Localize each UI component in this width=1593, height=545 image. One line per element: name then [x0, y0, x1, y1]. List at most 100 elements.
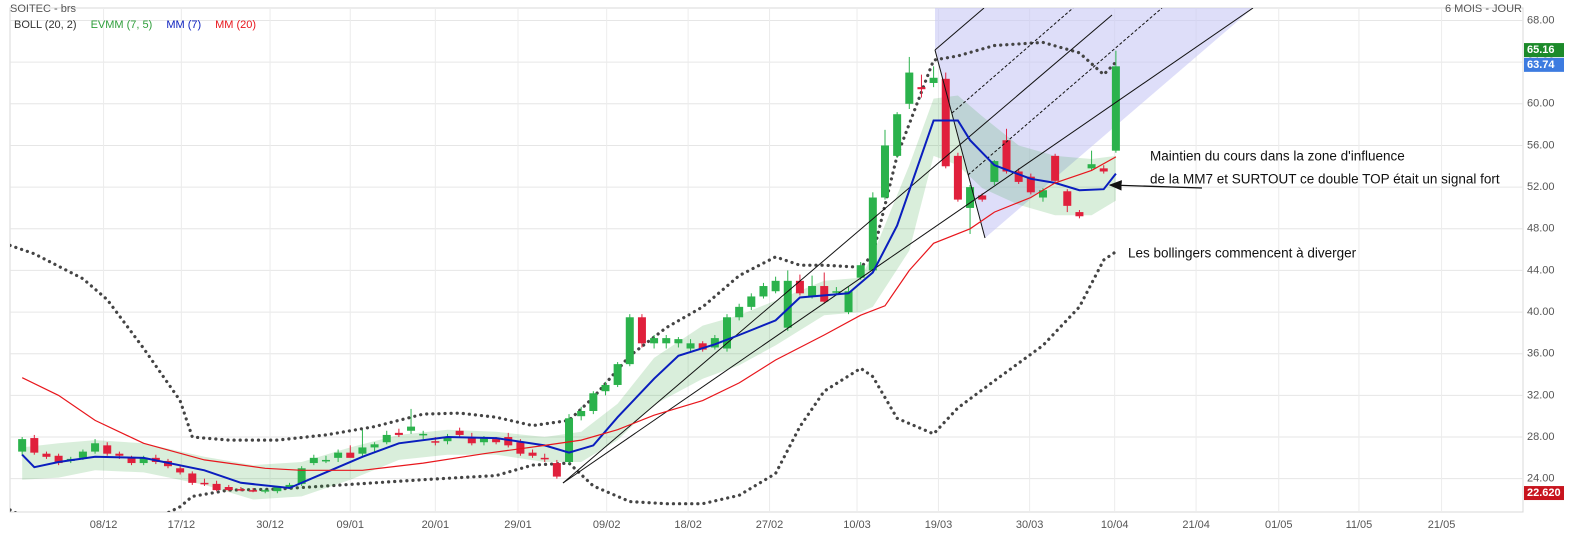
- candle-body: [382, 434, 391, 443]
- candle-body: [103, 445, 112, 454]
- candle-body: [601, 384, 610, 392]
- candle-body: [1051, 155, 1060, 181]
- candle-body: [795, 280, 804, 294]
- candle-body: [18, 439, 27, 452]
- pitchfork-tine: [934, 8, 985, 51]
- legend-entry: MM (7): [166, 19, 201, 31]
- candle-body: [492, 439, 501, 443]
- candle-body: [978, 195, 987, 200]
- x-tick-label: 10/03: [843, 519, 871, 531]
- moving-averages: [21, 119, 1117, 490]
- candle-body: [941, 78, 950, 167]
- candle-body: [455, 430, 464, 435]
- candle-body: [200, 482, 209, 485]
- chart-subtitle: 6 MOIS - JOUR: [1445, 3, 1522, 15]
- moving-average-line: [21, 119, 1117, 490]
- price-label: 63.74: [1527, 59, 1555, 71]
- candle-body: [467, 437, 476, 444]
- candle-body: [856, 265, 865, 278]
- price-label-box: [1524, 57, 1564, 72]
- y-tick-label: 44.00: [1527, 264, 1555, 276]
- candle-body: [637, 317, 646, 344]
- pitchfork-shade: [935, 8, 1253, 238]
- trend-line: [562, 8, 1254, 484]
- candle-body: [127, 457, 136, 464]
- candle-body: [820, 286, 829, 302]
- plot-area: [9, 7, 1524, 513]
- candle-body: [528, 452, 537, 456]
- candle-body: [236, 489, 245, 491]
- candle-body: [188, 473, 197, 483]
- grid: [10, 8, 1523, 512]
- candle-body: [1014, 171, 1023, 182]
- y-tick-label: 60.00: [1527, 98, 1555, 110]
- candle-body: [54, 455, 63, 464]
- x-tick-label: 19/03: [925, 519, 953, 531]
- candle-body: [771, 280, 780, 292]
- candle-body: [443, 437, 452, 442]
- pitchfork-tine: [951, 8, 1074, 114]
- candle-body: [1063, 191, 1072, 206]
- candle-body: [261, 490, 270, 492]
- y-tick-label: 36.00: [1527, 348, 1555, 360]
- candle-body: [565, 418, 574, 463]
- x-tick-label: 27/02: [756, 519, 784, 531]
- candle-body: [893, 114, 902, 156]
- candle-body: [759, 286, 768, 297]
- candle-body: [880, 145, 889, 198]
- candle-body: [723, 317, 732, 349]
- price-label: 65.16: [1527, 44, 1555, 56]
- candle-body: [394, 432, 403, 435]
- candle-body: [613, 364, 622, 385]
- candle-body: [407, 426, 416, 431]
- drawings: [562, 8, 1254, 484]
- candle-body: [1026, 176, 1035, 193]
- price-label-box: [1524, 486, 1564, 501]
- annotation-arrow: [1108, 180, 1203, 191]
- bollinger-upper: [10, 40, 1118, 442]
- candle-body: [346, 452, 355, 458]
- candle-body: [91, 443, 100, 452]
- y-tick-label: 56.00: [1527, 139, 1555, 151]
- candle-body: [589, 393, 598, 411]
- labels: SOITEC - brs 6 MOIS - JOUR Maintien du c…: [10, 3, 1564, 531]
- candle-body: [783, 280, 792, 328]
- x-tick-label: 10/04: [1101, 519, 1129, 531]
- candle-body: [1075, 212, 1084, 217]
- pitchfork-area: [935, 8, 1253, 238]
- candle-body: [808, 286, 817, 297]
- y-tick-label: 52.00: [1527, 181, 1555, 193]
- moving-average-line: [21, 156, 1117, 471]
- candle-body: [370, 444, 379, 448]
- y-tick-label: 28.00: [1527, 431, 1555, 443]
- candle-body: [929, 77, 938, 83]
- candle-body: [905, 72, 914, 104]
- candle-body: [710, 338, 719, 348]
- candle-body: [990, 161, 999, 182]
- candle-body: [516, 442, 525, 454]
- candle-body: [625, 317, 634, 365]
- pitchfork-tine: [967, 8, 1163, 176]
- y-tick-label: 48.00: [1527, 223, 1555, 235]
- candle-body: [674, 339, 683, 344]
- candle-body: [78, 451, 87, 458]
- candle-body: [115, 453, 124, 456]
- candle-body: [1087, 164, 1096, 169]
- candle-body: [844, 291, 853, 313]
- candle-body: [176, 468, 185, 473]
- candle-body: [650, 338, 659, 344]
- candle-body: [1099, 168, 1108, 172]
- legend-entry: EVMM (7, 5): [91, 19, 153, 31]
- candle-body: [42, 453, 51, 457]
- candle-body: [30, 438, 39, 453]
- candle-body: [832, 291, 841, 293]
- candle-body: [747, 296, 756, 307]
- legend-entry: BOLL (20, 2): [14, 19, 77, 31]
- x-tick-label: 09/01: [337, 519, 365, 531]
- candles: [18, 50, 1120, 494]
- candle-body: [1038, 190, 1047, 198]
- candle-body: [297, 468, 306, 484]
- candle-body: [1111, 66, 1120, 151]
- y-tick-label: 24.00: [1527, 473, 1555, 485]
